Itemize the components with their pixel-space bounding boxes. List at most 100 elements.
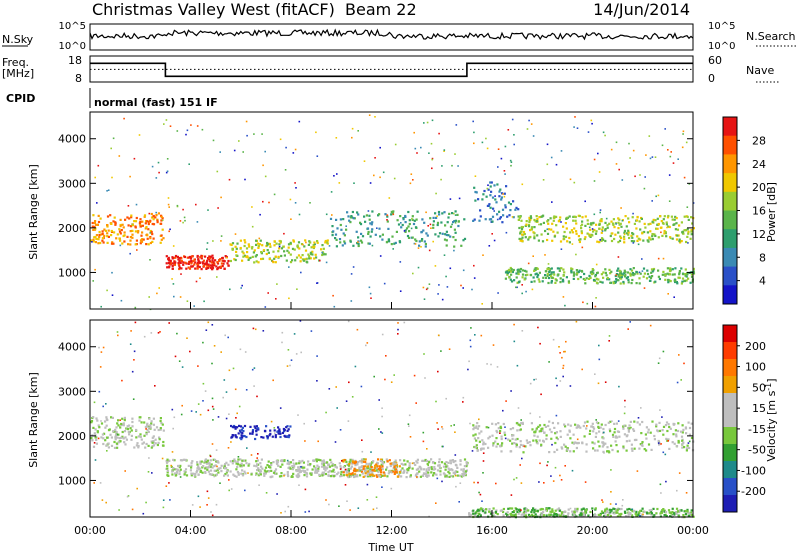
data-cell <box>386 466 389 469</box>
data-cell <box>352 469 356 472</box>
data-cell <box>447 461 450 464</box>
scatter-cell <box>316 155 319 157</box>
data-cell <box>210 473 213 476</box>
data-cell <box>459 463 462 466</box>
data-cell <box>481 510 484 513</box>
scatter-cell <box>212 419 214 421</box>
data-cell <box>389 462 392 465</box>
data-cell <box>123 231 126 234</box>
data-cell <box>460 244 463 247</box>
data-cell <box>319 459 322 462</box>
scatter-cell <box>450 425 452 427</box>
data-cell <box>529 444 532 447</box>
data-cell <box>251 432 254 435</box>
data-cell <box>254 426 257 430</box>
data-cell <box>688 446 691 450</box>
data-cell <box>671 237 674 240</box>
data-cell <box>443 473 446 476</box>
data-cell <box>214 259 217 262</box>
data-cell <box>529 274 533 277</box>
scatter-cell <box>621 504 624 507</box>
data-cell <box>197 263 200 266</box>
data-cell <box>548 276 551 280</box>
scatter-cell <box>496 218 499 221</box>
data-cell <box>121 435 124 438</box>
scatter-cell <box>316 380 318 382</box>
data-cell <box>334 237 337 240</box>
data-cell <box>595 281 599 284</box>
data-cell <box>100 233 103 236</box>
x-tick-label: 12:00 <box>376 524 408 537</box>
data-cell <box>516 269 519 272</box>
scatter-cell <box>149 232 151 234</box>
scatter-cell <box>314 243 316 246</box>
data-cell <box>143 215 146 218</box>
data-cell <box>688 426 692 430</box>
data-cell <box>473 186 476 189</box>
data-cell <box>565 217 568 220</box>
scatter-cell <box>412 272 414 275</box>
data-cell <box>567 281 571 284</box>
scatter-cell <box>182 221 184 224</box>
data-cell <box>190 262 193 265</box>
scatter-cell <box>488 245 491 247</box>
data-cell <box>357 213 360 216</box>
data-cell <box>509 450 512 453</box>
scatter-cell <box>520 509 522 511</box>
data-cell <box>645 437 648 440</box>
colorbar-segment <box>723 229 737 249</box>
data-cell <box>135 216 138 220</box>
data-cell <box>523 510 526 513</box>
data-cell <box>92 240 95 243</box>
data-cell <box>564 445 567 448</box>
scatter-cell <box>370 451 372 453</box>
data-cell <box>644 226 647 229</box>
data-cell <box>511 270 514 274</box>
data-cell <box>609 281 612 284</box>
data-cell <box>617 241 620 244</box>
scatter-cell <box>688 183 691 185</box>
data-cell <box>432 474 435 477</box>
data-cell <box>529 218 532 221</box>
data-cell <box>110 436 113 439</box>
data-cell <box>575 230 578 233</box>
scatter-cell <box>279 407 282 409</box>
data-cell <box>407 467 410 471</box>
scatter-cell <box>129 175 131 178</box>
data-cell <box>580 513 583 517</box>
data-cell <box>160 222 163 225</box>
scatter-cell <box>166 158 169 160</box>
data-cell <box>492 444 495 447</box>
data-cell <box>241 459 244 462</box>
data-cell <box>559 281 562 284</box>
scatter-cell <box>462 401 464 403</box>
data-cell <box>300 243 304 246</box>
data-cell <box>309 257 312 260</box>
data-cell <box>503 192 506 195</box>
scatter-cell <box>366 342 369 344</box>
scatter-cell <box>361 439 363 441</box>
data-cell <box>321 474 324 477</box>
data-cell <box>591 422 594 425</box>
scatter-cell <box>276 493 278 495</box>
data-cell <box>434 467 437 471</box>
data-cell <box>475 425 478 428</box>
data-cell <box>677 234 680 237</box>
data-cell <box>209 266 212 269</box>
data-cell <box>448 472 451 475</box>
scatter-cell <box>587 131 590 133</box>
data-cell <box>126 216 129 219</box>
data-cell <box>479 209 482 212</box>
scatter-cell <box>217 207 219 209</box>
data-cell <box>474 433 477 436</box>
data-cell <box>638 511 641 514</box>
scatter-cell <box>438 132 440 135</box>
data-cell <box>506 514 509 517</box>
data-cell <box>474 512 477 515</box>
data-cell <box>214 464 217 467</box>
scatter-cell <box>370 297 372 299</box>
data-cell <box>342 474 345 477</box>
data-cell <box>662 270 665 273</box>
data-cell <box>148 427 151 430</box>
data-cell <box>204 458 207 461</box>
